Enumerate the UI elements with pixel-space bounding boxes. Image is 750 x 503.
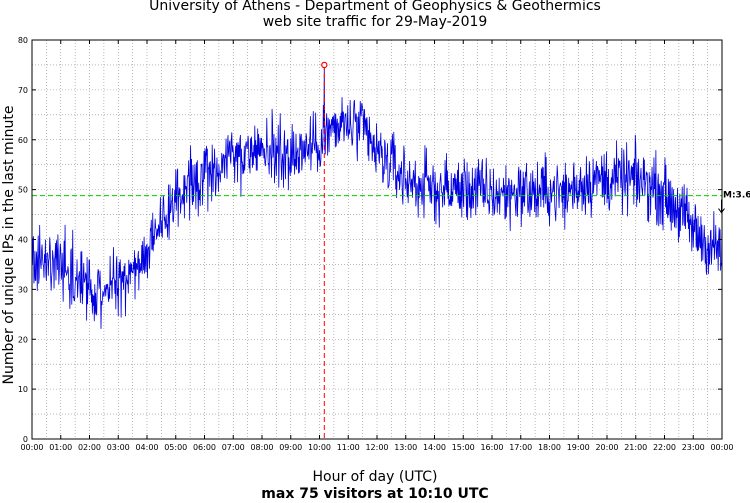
y-tick-label: 20	[18, 335, 28, 344]
x-tick-label: 22:00	[653, 443, 676, 452]
x-tick-label: 14:00	[423, 443, 446, 452]
chart-title-line2: web site traffic for 29-May-2019	[262, 14, 488, 30]
x-tick-label: 12:00	[365, 443, 388, 452]
y-axis-label: Number of unique IPs in the last minute	[1, 105, 17, 385]
x-tick-label: 03:00	[107, 443, 130, 452]
x-tick-label: 16:00	[480, 443, 503, 452]
x-tick-label: 15:00	[452, 443, 475, 452]
x-tick-label: 09:00	[279, 443, 302, 452]
y-tick-label: 10	[18, 385, 28, 394]
x-tick-label: 08:00	[250, 443, 273, 452]
x-tick-label: 18:00	[538, 443, 561, 452]
peak-marker-point	[321, 61, 328, 69]
y-tick-label: 30	[18, 285, 28, 294]
chart-title-line1: University of Athens - Department of Geo…	[149, 0, 601, 14]
y-tick-label: 50	[18, 186, 28, 195]
x-tick-label: 00:00	[20, 443, 43, 452]
x-tick-label: 21:00	[624, 443, 647, 452]
x-tick-label: 04:00	[135, 443, 158, 452]
x-tick-label: 11:00	[337, 443, 360, 452]
x-tick-label: 19:00	[567, 443, 590, 452]
x-tick-label: 05:00	[164, 443, 187, 452]
y-tick-label: 70	[18, 86, 28, 95]
x-tick-label: 02:00	[78, 443, 101, 452]
x-tick-label: 00:00	[710, 443, 733, 452]
x-tick-label: 01:00	[49, 443, 72, 452]
mean-label: M:3.6	[723, 191, 750, 201]
x-tick-label: 17:00	[509, 443, 532, 452]
x-tick-label: 10:00	[308, 443, 331, 452]
x-tick-label: 06:00	[193, 443, 216, 452]
x-tick-label: 13:00	[394, 443, 417, 452]
y-tick-label: 40	[18, 236, 28, 245]
x-tick-label: 23:00	[682, 443, 705, 452]
x-tick-label: 20:00	[595, 443, 618, 452]
x-tick-label: 07:00	[222, 443, 245, 452]
y-tick-label: 80	[18, 36, 28, 45]
x-axis-label: Hour of day (UTC)	[312, 469, 438, 485]
y-tick-label: 0	[23, 435, 28, 444]
traffic-series-line	[31, 64, 723, 329]
y-tick-label: 60	[18, 136, 28, 145]
peak-summary: max 75 visitors at 10:10 UTC	[261, 486, 489, 502]
